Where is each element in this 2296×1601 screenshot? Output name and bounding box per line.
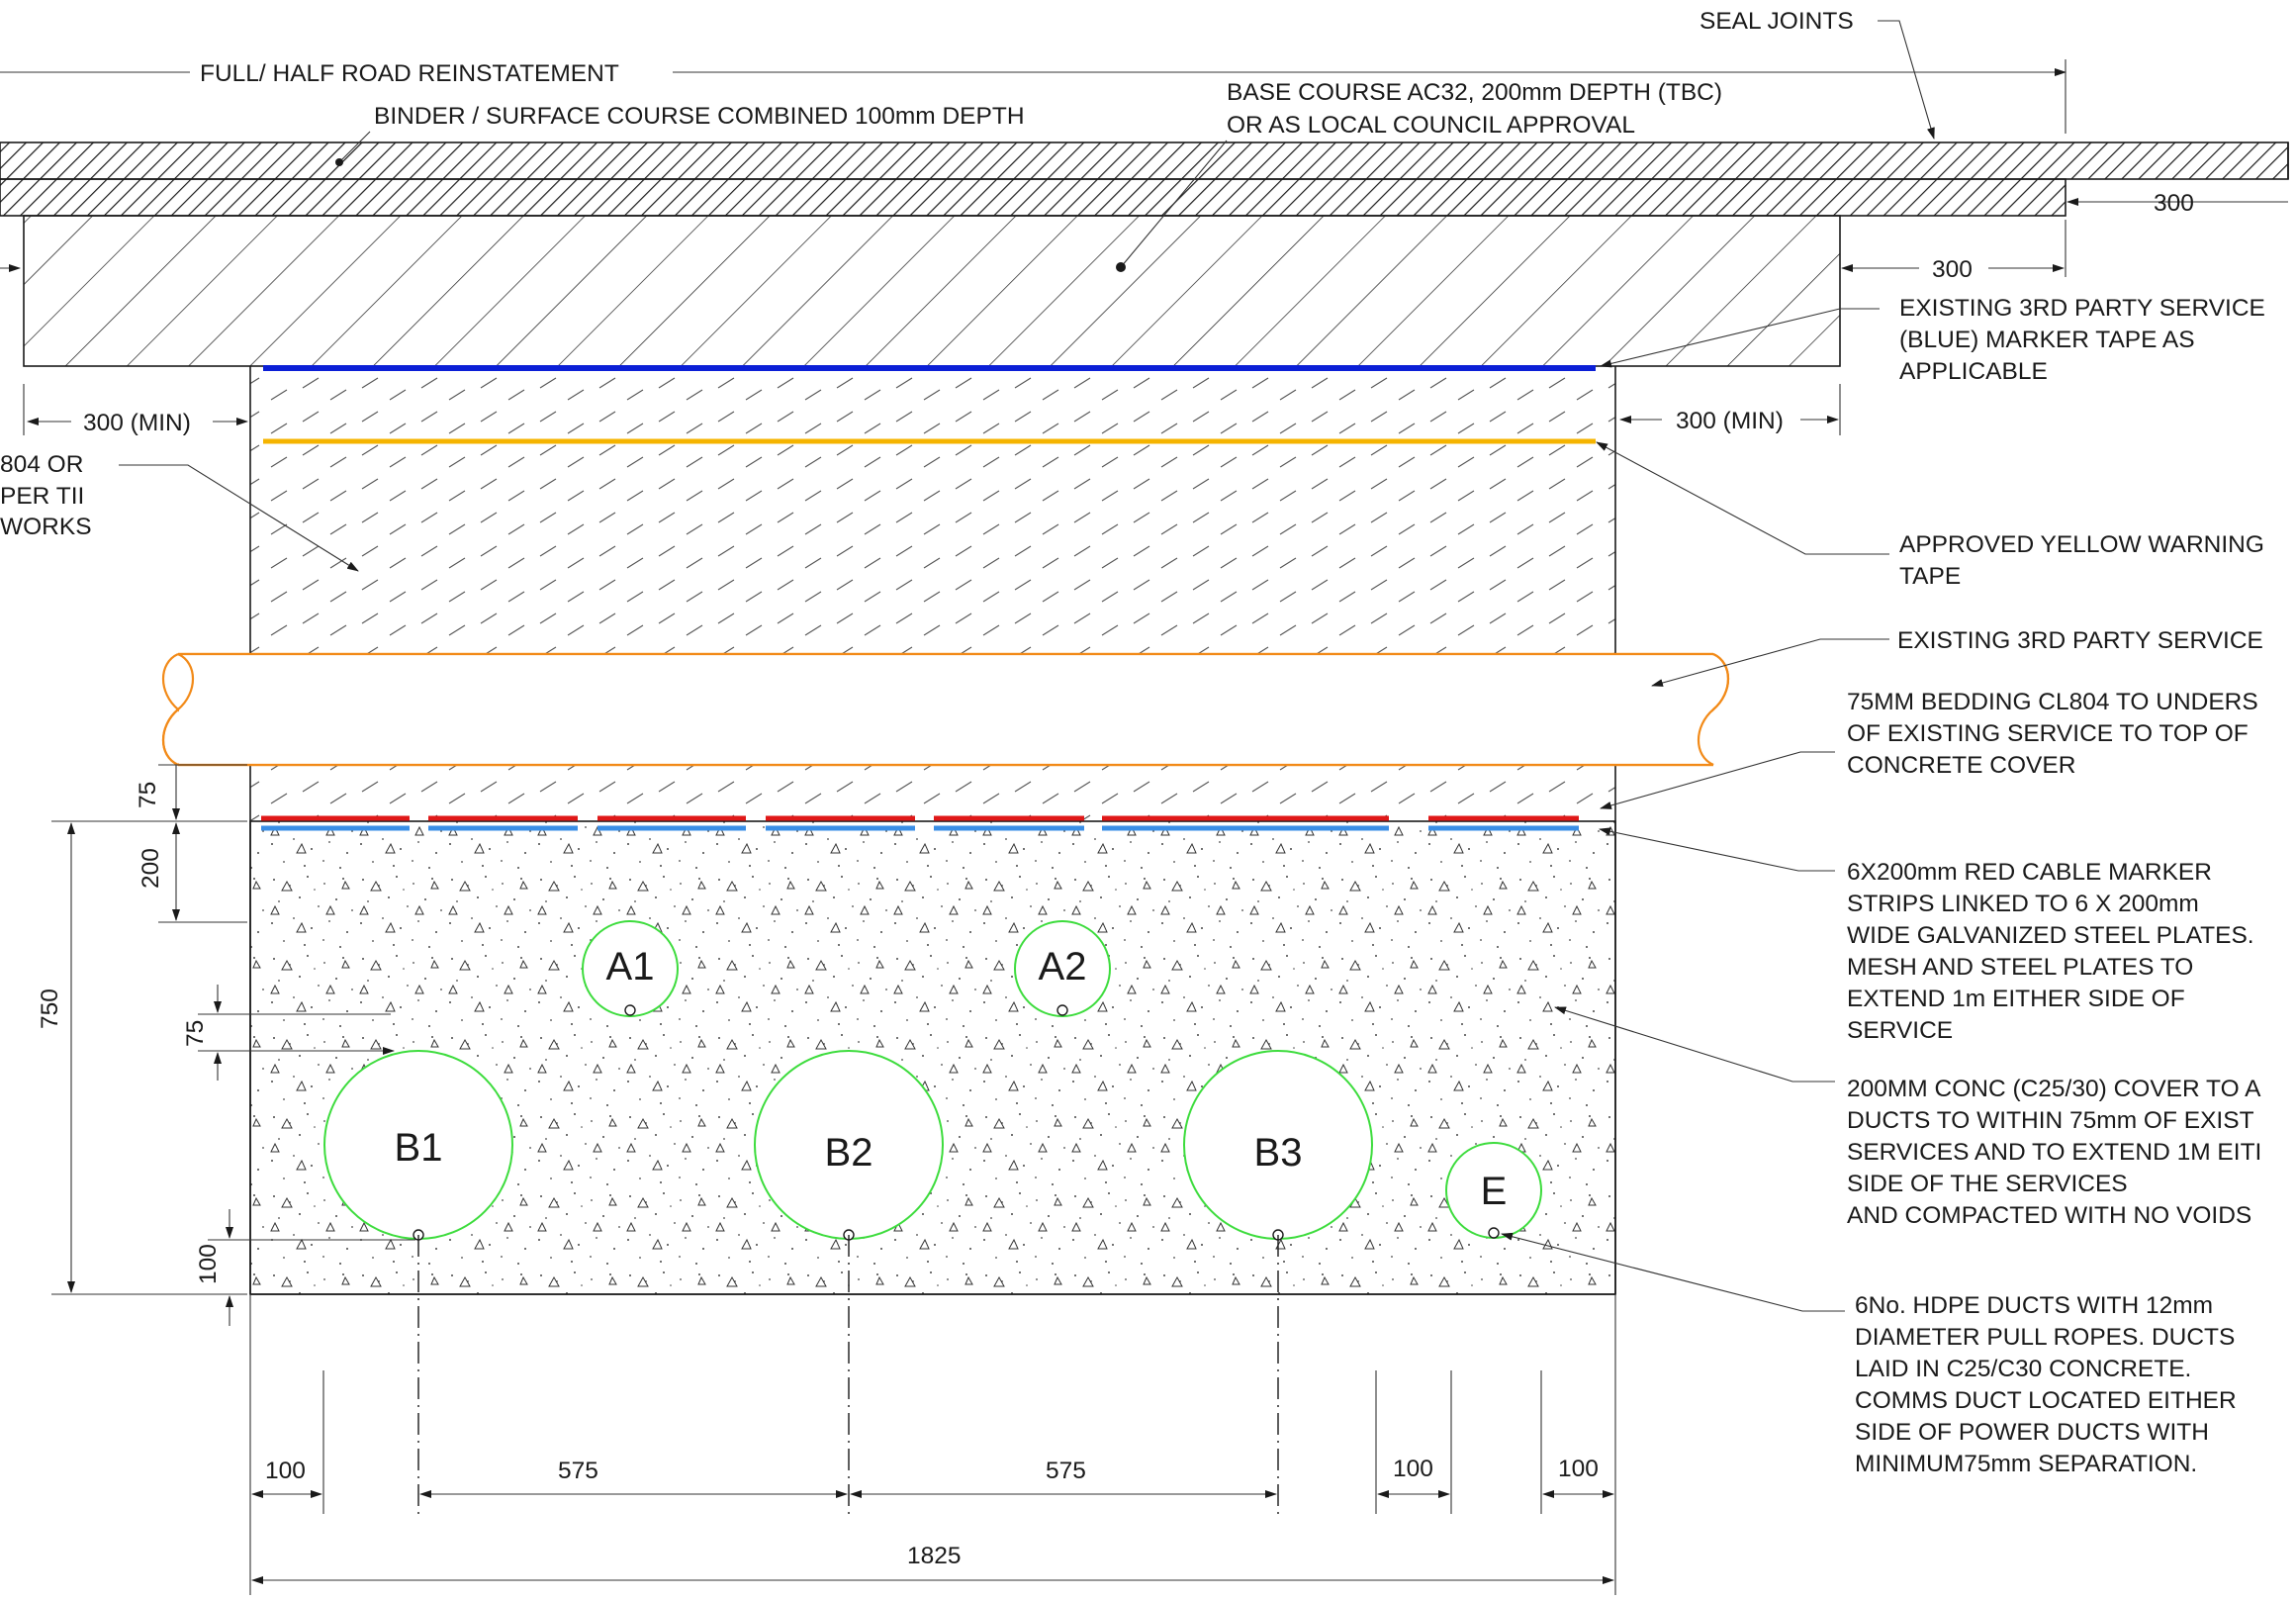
svg-text:575: 575 [1046,1458,1086,1484]
svg-text:A1: A1 [606,945,655,989]
svg-text:B3: B3 [1254,1131,1303,1175]
svg-text:EXTEND 1m EITHER SIDE OF: EXTEND 1m EITHER SIDE OF [1847,986,2185,1012]
marker-strip [1428,815,1579,831]
marker-strip [597,815,746,831]
road-layers [0,141,2289,367]
ducts: A1 A2 B1 B2 B3 E [323,920,1542,1241]
concrete-cover-callout: 200MM CONC (C25/30) COVER TO A DUCTS TO … [1554,1006,2261,1229]
seal-joints-callout: SEAL JOINTS [1699,8,1935,140]
svg-text:300: 300 [1932,256,1973,283]
surface-course-layer [0,141,2289,180]
svg-text:E: E [1481,1170,1508,1213]
svg-text:SIDE OF THE SERVICES: SIDE OF THE SERVICES [1847,1171,2128,1197]
horizontal-dimensions: 100 575 575 100 100 1825 [249,1294,1616,1595]
svg-text:6No. HDPE DUCTS WITH 12mm: 6No. HDPE DUCTS WITH 12mm [1855,1292,2213,1319]
svg-text:DUCTS TO WITHIN 75mm OF EXIST: DUCTS TO WITHIN 75mm OF EXIST [1847,1107,2254,1134]
svg-text:75MM BEDDING CL804 TO UNDERS: 75MM BEDDING CL804 TO UNDERS [1847,689,2258,715]
svg-text:804 OR: 804 OR [0,451,83,478]
marker-strip [934,815,1084,831]
svg-text:MINIMUM75mm SEPARATION.: MINIMUM75mm SEPARATION. [1855,1451,2197,1477]
duct-b3: B3 [1183,1050,1373,1241]
svg-text:OF EXISTING SERVICE TO TOP OF: OF EXISTING SERVICE TO TOP OF [1847,720,2249,747]
svg-text:APPROVED YELLOW WARNING: APPROVED YELLOW WARNING [1899,531,2264,558]
svg-text:75: 75 [135,782,161,808]
yellow-tape-callout: APPROVED YELLOW WARNING TAPE [1596,441,2264,590]
svg-text:6X200mm RED CABLE MARKER: 6X200mm RED CABLE MARKER [1847,859,2212,886]
svg-text:100: 100 [265,1458,306,1484]
svg-text:1825: 1825 [907,1543,962,1569]
svg-text:100: 100 [1558,1456,1599,1482]
svg-text:200: 200 [138,848,164,889]
svg-text:APPLICABLE: APPLICABLE [1899,358,2048,385]
duct-b2: B2 [754,1050,944,1241]
svg-text:EXISTING 3RD PARTY SERVICE: EXISTING 3RD PARTY SERVICE [1899,295,2265,322]
svg-text:PER TII: PER TII [0,483,84,510]
binder-course-callout: BINDER / SURFACE COURSE COMBINED 100mm D… [335,103,1025,166]
svg-text:A2: A2 [1039,945,1087,989]
svg-text:AND COMPACTED WITH NO VOIDS: AND COMPACTED WITH NO VOIDS [1847,1202,2251,1229]
svg-text:100: 100 [195,1244,222,1284]
marker-strip [766,815,915,831]
base-course-layer [23,215,1841,367]
duct-centerlines [417,1235,1279,1514]
svg-text:B1: B1 [395,1126,443,1170]
svg-text:DIAMETER PULL ROPES. DUCTS: DIAMETER PULL ROPES. DUCTS [1855,1324,2235,1351]
svg-text:BASE COURSE AC32, 200mm DEPTH: BASE COURSE AC32, 200mm DEPTH (TBC) [1227,79,1722,106]
marker-strip [428,815,578,831]
cable-marker-strips [261,815,1579,831]
svg-text:300 (MIN): 300 (MIN) [1676,408,1784,434]
existing-service-callout: EXISTING 3RD PARTY SERVICE [1651,627,2263,687]
base-course-callout: BASE COURSE AC32, 200mm DEPTH (TBC) OR A… [1116,79,1722,272]
backfill-callout: 804 OR PER TII WORKS [0,451,359,572]
offset-dimensions: 300 300 300 (MIN) 300 (MIN) [0,190,2288,436]
svg-text:MESH AND STEEL PLATES TO: MESH AND STEEL PLATES TO [1847,954,2193,981]
bedding-callout: 75MM BEDDING CL804 TO UNDERS OF EXISTING… [1600,689,2258,809]
svg-text:EXISTING 3RD PARTY SERVICE: EXISTING 3RD PARTY SERVICE [1897,627,2263,654]
svg-text:STRIPS LINKED TO 6 X 200mm: STRIPS LINKED TO 6 X 200mm [1847,891,2199,917]
svg-text:SERVICE: SERVICE [1847,1017,1953,1044]
svg-text:TAPE: TAPE [1899,563,1961,590]
duct-a2: A2 [1014,920,1111,1017]
svg-text:WORKS: WORKS [0,514,92,540]
svg-text:300: 300 [2154,190,2194,217]
svg-text:(BLUE) MARKER TAPE AS: (BLUE) MARKER TAPE AS [1899,327,2195,353]
svg-text:OR AS LOCAL COUNCIL APPROVAL: OR AS LOCAL COUNCIL APPROVAL [1227,112,1635,139]
road-reinstatement-label: FULL/ HALF ROAD REINSTATEMENT [200,60,619,87]
duct-a1: A1 [582,920,679,1017]
svg-text:COMMS DUCT LOCATED EITHER: COMMS DUCT LOCATED EITHER [1855,1387,2237,1414]
seal-joints-label: SEAL JOINTS [1699,8,1854,35]
svg-text:CONCRETE COVER: CONCRETE COVER [1847,752,2075,779]
svg-text:300 (MIN): 300 (MIN) [83,410,191,436]
svg-text:B2: B2 [825,1131,873,1175]
svg-text:WIDE GALVANIZED STEEL PLATES.: WIDE GALVANIZED STEEL PLATES. [1847,922,2254,949]
duct-b1: B1 [323,1050,513,1241]
hdpe-ducts-callout: 6No. HDPE DUCTS WITH 12mm DIAMETER PULL … [1501,1232,2237,1477]
red-strips-callout: 6X200mm RED CABLE MARKER STRIPS LINKED T… [1599,827,2254,1044]
marker-strip [261,815,410,831]
road-reinstatement-dimension: FULL/ HALF ROAD REINSTATEMENT [0,59,2066,134]
duct-e: E [1445,1142,1542,1239]
svg-text:100: 100 [1393,1456,1433,1482]
svg-text:200MM CONC (C25/30) COVER TO A: 200MM CONC (C25/30) COVER TO A [1847,1076,2261,1102]
marker-strip [1102,815,1389,831]
svg-text:750: 750 [37,989,63,1029]
svg-text:SERVICES AND TO EXTEND 1M EITI: SERVICES AND TO EXTEND 1M EITI [1847,1139,2261,1166]
surface-course-lower-band [0,178,2066,217]
svg-text:75: 75 [182,1020,209,1047]
svg-text:SIDE OF POWER DUCTS WITH: SIDE OF POWER DUCTS WITH [1855,1419,2209,1446]
vertical-dimensions: 75 200 750 75 100 [37,764,415,1326]
blue-tape-callout: EXISTING 3RD PARTY SERVICE (BLUE) MARKER… [1600,295,2265,385]
svg-text:575: 575 [558,1458,598,1484]
svg-text:LAID IN C25/C30 CONCRETE.: LAID IN C25/C30 CONCRETE. [1855,1356,2191,1382]
binder-course-label: BINDER / SURFACE COURSE COMBINED 100mm D… [374,103,1025,130]
